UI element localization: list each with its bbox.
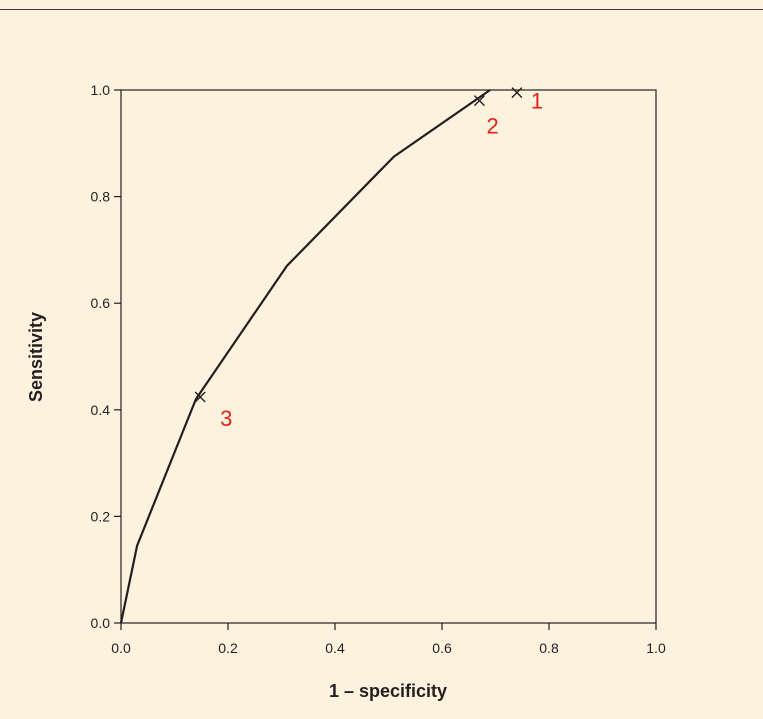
top-rule xyxy=(0,9,763,10)
x-tick-label: 1.0 xyxy=(646,640,666,656)
point-3-marker xyxy=(194,391,206,403)
y-tick-label: 0.4 xyxy=(91,402,111,418)
x-axis-title: 1 – specificity xyxy=(329,681,447,701)
point-2-label: 2 xyxy=(486,114,498,139)
y-tick-label: 0.2 xyxy=(91,508,111,524)
x-axis: 0.0 0.2 0.4 0.6 0.8 1.0 xyxy=(111,623,666,656)
plot-area xyxy=(120,89,657,624)
y-tick-label: 0.0 xyxy=(91,615,111,631)
point-2-marker xyxy=(473,95,485,107)
roc-curve-line xyxy=(119,89,491,624)
y-axis-title: Sensitivity xyxy=(26,312,46,402)
point-1-marker xyxy=(511,87,523,99)
x-tick-label: 0.6 xyxy=(432,640,452,656)
x-tick-label: 0.4 xyxy=(325,640,345,656)
marked-points: 1 2 3 xyxy=(194,87,543,431)
point-1-label: 1 xyxy=(531,89,543,114)
x-tick-label: 0.0 xyxy=(111,640,131,656)
point-3-label: 3 xyxy=(220,406,232,431)
x-tick-label: 0.8 xyxy=(539,640,559,656)
y-tick-label: 0.8 xyxy=(91,189,111,205)
x-tick-label: 0.2 xyxy=(218,640,238,656)
y-tick-label: 1.0 xyxy=(91,82,111,98)
y-axis: 0.0 0.2 0.4 0.6 0.8 1.0 xyxy=(91,82,121,631)
y-tick-label: 0.6 xyxy=(91,295,111,311)
